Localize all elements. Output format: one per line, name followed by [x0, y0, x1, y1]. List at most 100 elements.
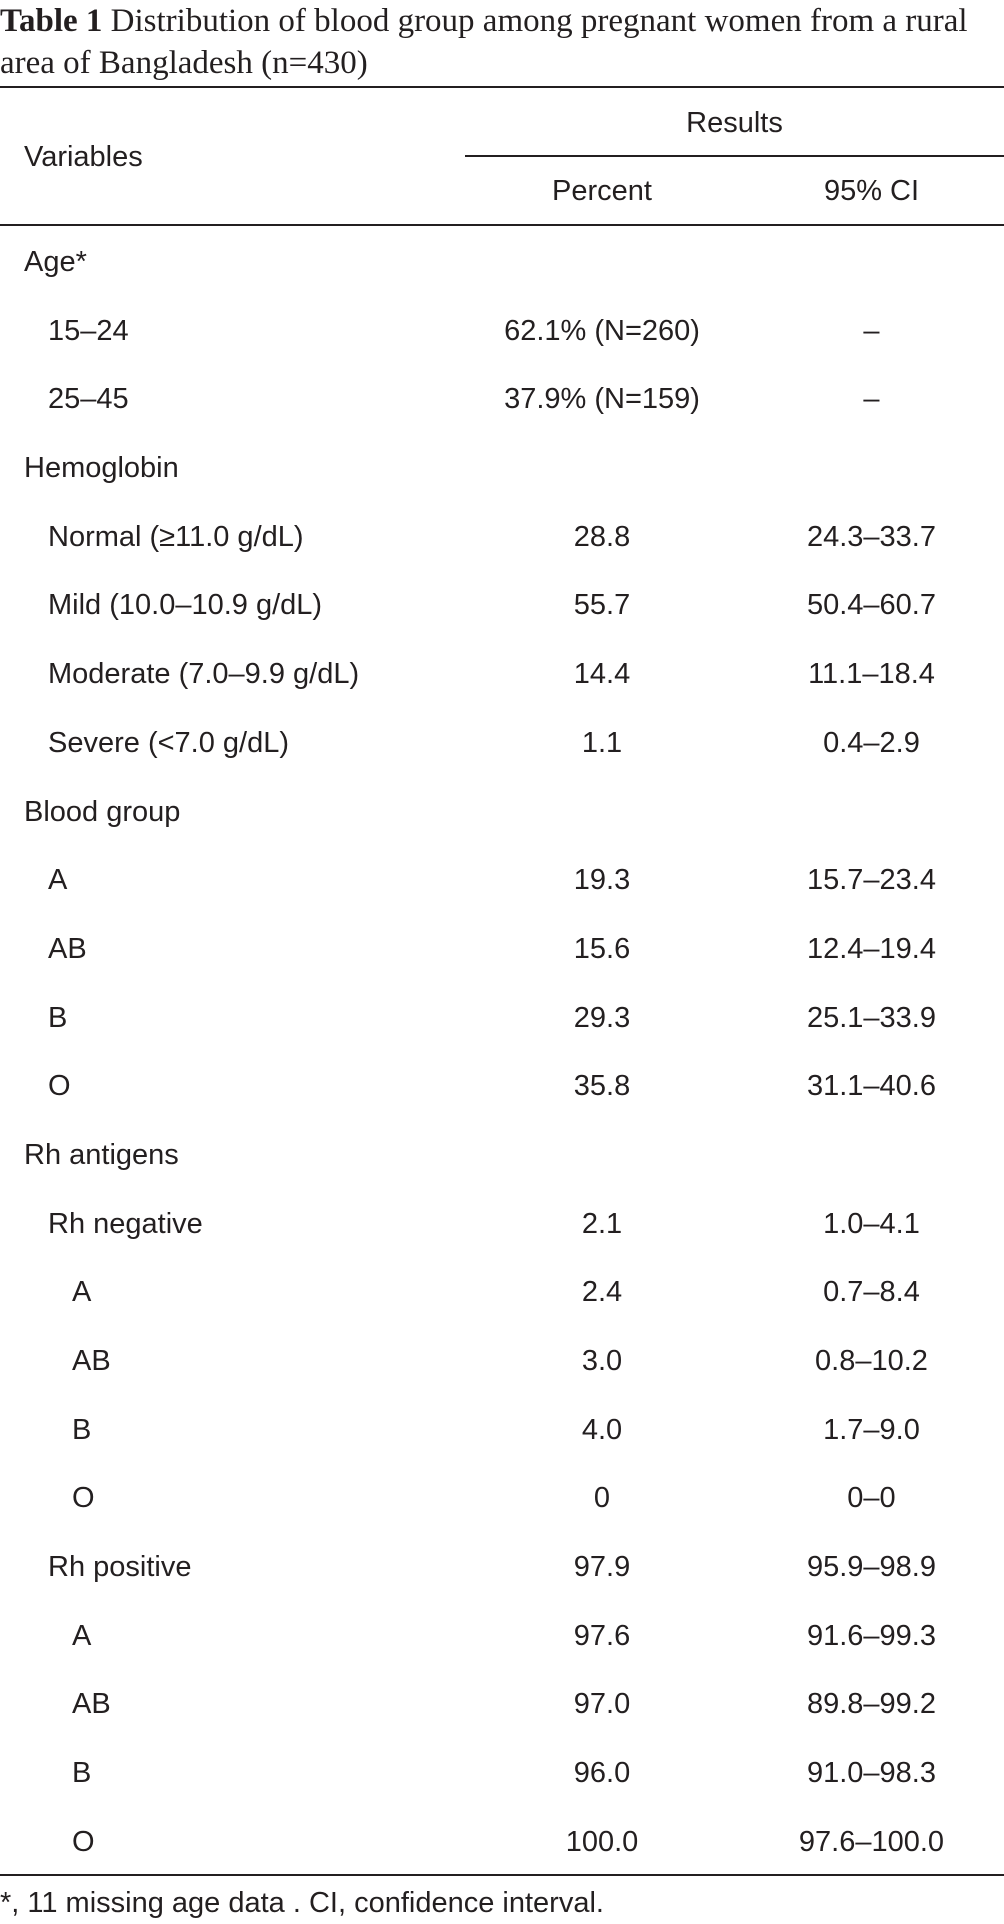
table-row: Moderate (7.0–9.9 g/dL) 14.4 11.1–18.4: [0, 644, 1004, 713]
row-variable: Rh negative: [48, 1207, 203, 1240]
row-variable: B: [48, 1001, 68, 1034]
row-ci: 31.1–40.6: [806, 1070, 936, 1103]
row-percent: 97.6: [573, 1619, 631, 1652]
row-percent: 35.8: [573, 1070, 631, 1103]
row-variable: A: [72, 1619, 92, 1652]
table-row: Mild (10.0–10.9 g/dL) 55.7 50.4–60.7: [0, 575, 1004, 644]
row-ci: 97.6–100.0: [798, 1825, 945, 1858]
row-variable: Age*: [24, 246, 87, 278]
table-row: O 0 0–0: [0, 1468, 1004, 1537]
row-variable: Moderate (7.0–9.9 g/dL): [48, 658, 360, 691]
row-ci: 24.3–33.7: [806, 520, 936, 553]
row-variable: A: [72, 1276, 92, 1309]
row-variable: Severe (<7.0 g/dL): [48, 726, 290, 759]
header-rule: [0, 224, 1004, 226]
row-percent: 62.1% (N=260): [504, 314, 700, 347]
table-row: 15–24 62.1% (N=260) –: [0, 301, 1004, 370]
header-variables: Variables: [24, 141, 143, 173]
row-percent: 28.8: [573, 520, 631, 553]
row-variable: Mild (10.0–10.9 g/dL): [48, 589, 323, 622]
table-row: A 2.4 0.7–8.4: [0, 1262, 1004, 1331]
table-label: Table 1: [0, 3, 103, 39]
row-variable: Normal (≥11.0 g/dL): [48, 520, 304, 553]
table-row: A 19.3 15.7–23.4: [0, 850, 1004, 919]
row-percent: 97.0: [573, 1688, 631, 1721]
row-variable: B: [72, 1757, 92, 1790]
header-percent: Percent: [552, 175, 652, 207]
top-rule: [0, 86, 1004, 88]
header-results: Results: [686, 107, 783, 139]
row-ci: 0–0: [847, 1482, 896, 1515]
row-percent: 4.0: [581, 1413, 623, 1446]
table-caption: Table 1 Distribution of blood group amon…: [0, 0, 1000, 84]
table-row: O 35.8 31.1–40.6: [0, 1056, 1004, 1125]
table-row: 25–45 37.9% (N=159) –: [0, 369, 1004, 438]
bottom-rule: [0, 1874, 1004, 1876]
table-row: O 100.0 97.6–100.0: [0, 1812, 1004, 1881]
row-variable: B: [72, 1413, 92, 1446]
row-percent: 14.4: [573, 658, 631, 691]
row-percent: 0: [593, 1482, 611, 1515]
table-row: AB 3.0 0.8–10.2: [0, 1331, 1004, 1400]
row-variable: AB: [48, 932, 87, 965]
row-ci: 0.8–10.2: [815, 1345, 928, 1377]
row-ci: 95.9–98.9: [806, 1551, 936, 1584]
row-ci: –: [863, 314, 880, 347]
table-body: Age* 15–24 62.1% (N=260) – 25–45 37.9% (N=159…: [0, 232, 1004, 1881]
row-variable: Rh antigens: [24, 1138, 179, 1171]
table-row: AB 15.6 12.4–19.4: [0, 919, 1004, 988]
row-variable: O: [48, 1070, 71, 1103]
table-row: Blood group: [0, 782, 1004, 851]
row-percent: 15.6: [573, 932, 631, 965]
row-ci: –: [863, 383, 880, 416]
row-percent: 29.3: [573, 1001, 631, 1034]
row-variable: AB: [72, 1688, 111, 1721]
table-row: Normal (≥11.0 g/dL) 28.8 24.3–33.7: [0, 507, 1004, 576]
table-footnote: *, 11 missing age data . CI, confidence …: [0, 1887, 604, 1919]
row-variable: AB: [72, 1345, 111, 1377]
row-percent: 96.0: [573, 1757, 631, 1790]
row-percent: 37.9% (N=159): [504, 383, 700, 416]
row-ci: 50.4–60.7: [806, 589, 936, 622]
table-title: Distribution of blood group among pregna…: [0, 3, 968, 81]
row-variable: Blood group: [24, 795, 181, 828]
row-ci: 1.7–9.0: [823, 1413, 920, 1446]
table-row: Rh antigens: [0, 1125, 1004, 1194]
row-variable: Rh positive: [48, 1551, 192, 1584]
row-ci: 25.1–33.9: [806, 1001, 936, 1034]
row-ci: 0.4–2.9: [823, 726, 920, 759]
row-variable: O: [72, 1482, 95, 1515]
row-ci: 11.1–18.4: [808, 658, 935, 691]
row-ci: 91.0–98.3: [806, 1757, 936, 1790]
row-variable: 15–24: [48, 314, 129, 347]
table-row: B 29.3 25.1–33.9: [0, 988, 1004, 1057]
table-row: A 97.6 91.6–99.3: [0, 1606, 1004, 1675]
row-ci: 89.8–99.2: [806, 1688, 936, 1721]
table-row: Rh positive 97.9 95.9–98.9: [0, 1537, 1004, 1606]
table-row: B 96.0 91.0–98.3: [0, 1743, 1004, 1812]
row-ci: 1.0–4.1: [823, 1207, 920, 1240]
row-ci: 91.6–99.3: [806, 1619, 936, 1652]
table-row: Rh negative 2.1 1.0–4.1: [0, 1194, 1004, 1263]
table-row: B 4.0 1.7–9.0: [0, 1400, 1004, 1469]
row-variable: Hemoglobin: [24, 452, 179, 485]
table-row: AB 97.0 89.8–99.2: [0, 1674, 1004, 1743]
row-variable: 25–45: [48, 383, 129, 416]
row-percent: 97.9: [573, 1551, 631, 1584]
row-percent: 3.0: [581, 1345, 623, 1377]
row-percent: 2.1: [581, 1207, 623, 1240]
row-percent: 1.1: [581, 726, 623, 759]
table-row: Severe (<7.0 g/dL) 1.1 0.4–2.9: [0, 713, 1004, 782]
row-ci: 15.7–23.4: [806, 864, 936, 897]
row-ci: 12.4–19.4: [806, 932, 936, 965]
results-rule: [465, 155, 1004, 157]
table-row: Hemoglobin: [0, 438, 1004, 507]
row-percent: 2.4: [581, 1276, 623, 1309]
row-variable: O: [72, 1825, 95, 1858]
table-row: Age*: [0, 232, 1004, 301]
row-percent: 55.7: [573, 589, 631, 622]
row-percent: 100.0: [565, 1825, 639, 1858]
header-ci: 95% CI: [823, 175, 920, 207]
row-percent: 19.3: [573, 864, 631, 897]
row-ci: 0.7–8.4: [823, 1276, 920, 1309]
